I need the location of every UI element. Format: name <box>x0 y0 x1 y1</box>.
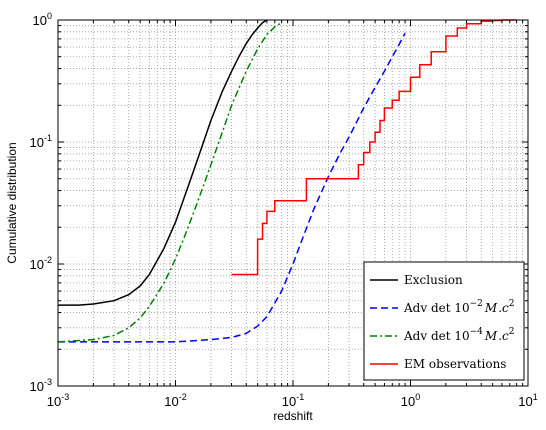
y-axis-label: Cumulative distribution <box>5 142 19 263</box>
series-layer <box>57 19 517 343</box>
y-tick-label: 10-2 <box>30 255 52 272</box>
legend-label-1: Adv det 10−2 M.c2 <box>403 299 515 315</box>
x-tick-label: 100 <box>401 392 420 409</box>
series-line-3 <box>231 19 517 276</box>
grid <box>58 20 528 386</box>
tick-labels: 10-3 10-2 10-1 100 101 10-3 10-2 10-1 100 <box>30 11 538 409</box>
legend-box <box>363 261 525 381</box>
series-line-0 <box>58 19 268 306</box>
x-tick-label: 10-3 <box>47 392 69 409</box>
y-tick-label: 100 <box>33 11 52 28</box>
y-tick-label: 10-1 <box>30 133 52 150</box>
ticks <box>57 19 529 387</box>
x-tick-label: 101 <box>518 392 537 409</box>
legend-label-0: Exclusion <box>404 273 463 287</box>
x-tick-label: 10-1 <box>282 392 304 409</box>
legend-label-2: Adv det 10−4 M.c2 <box>403 327 515 343</box>
series-line-1 <box>58 32 406 343</box>
x-axis-label: redshift <box>273 409 313 423</box>
x-tick-label: 10-2 <box>164 392 186 409</box>
legend-label-3: EM observations <box>404 357 506 371</box>
legend: Exclusion Adv det 10−2 M.c2 Adv det 10−4 M.c… <box>363 261 525 381</box>
y-tick-label: 10-3 <box>30 377 52 394</box>
series-line-2 <box>57 22 282 343</box>
